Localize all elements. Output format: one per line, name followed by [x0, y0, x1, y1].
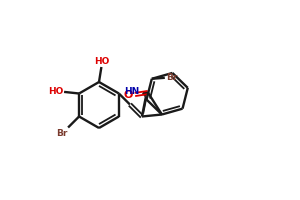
- Text: Br: Br: [166, 73, 177, 82]
- Text: HO: HO: [48, 87, 63, 96]
- Text: O: O: [124, 90, 133, 99]
- Text: Br: Br: [56, 129, 68, 138]
- Text: HN: HN: [124, 87, 139, 96]
- Text: HO: HO: [94, 57, 109, 66]
